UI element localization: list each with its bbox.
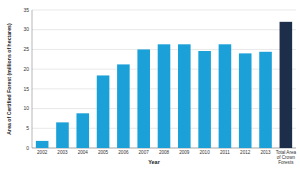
chart-svg: 0 5 10 15 20 25 30 35 2002 2003 2004 2005 2006 2007 20… [0,0,300,175]
y-axis [32,10,33,148]
bar [178,44,191,148]
bar [117,64,130,148]
y-tick-label: 10 [23,105,29,111]
y-tick-label: 35 [23,7,29,13]
bar [97,75,110,148]
bars [36,22,292,148]
x-tick-label: 2002 [37,150,48,155]
bar [239,53,252,148]
chart-container: 0 5 10 15 20 25 30 35 2002 2003 2004 2005 2006 2007 20… [0,0,300,175]
bar [76,113,89,148]
x-tick-label: 2011 [220,150,230,155]
bar [198,51,211,148]
x-tick-label: 2012 [240,150,251,155]
bar [259,52,272,148]
x-tick-label: 2007 [139,150,150,155]
bar [219,44,232,148]
x-tick-label: 2005 [98,150,109,155]
grid-line [32,29,296,30]
bar [56,122,69,148]
x-tick-label: 2009 [179,150,190,155]
bar [280,22,293,148]
bar [137,49,150,148]
y-tick-label: 0 [26,145,29,151]
bar [36,141,49,148]
y-axis-label: Area of Certified Forest (millions of he… [6,23,12,135]
x-tick-label: 2004 [78,150,89,155]
bar [158,44,171,148]
y-tick-label: 15 [23,86,29,92]
grid-line [32,10,296,11]
y-tick-label: 20 [23,66,29,72]
x-tick-label: 2006 [118,150,129,155]
x-tick-label: 2013 [260,150,271,155]
x-tick-label: 2008 [159,150,170,155]
y-tick-label: 25 [23,46,29,52]
x-tick-label: Total Areaof CrownForests [276,150,297,165]
x-tick-label: 2003 [57,150,68,155]
y-tick-label: 5 [26,125,29,131]
x-tick-label: 2010 [199,150,210,155]
x-axis-label: Year [148,159,160,165]
y-tick-label: 30 [23,26,29,32]
